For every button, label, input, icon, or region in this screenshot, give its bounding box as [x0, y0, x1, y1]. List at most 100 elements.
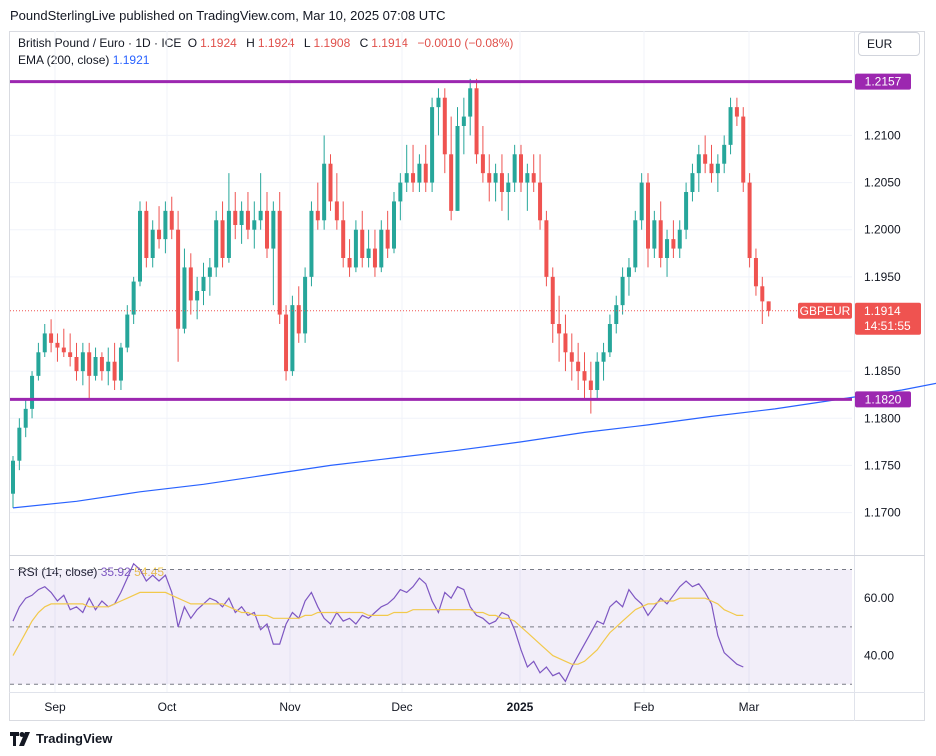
- candle-body: [182, 267, 187, 329]
- candle: [176, 210, 181, 362]
- candle: [284, 305, 289, 381]
- candle-body: [258, 210, 263, 221]
- ema-legend[interactable]: EMA (200, close) 1.1921: [18, 53, 149, 67]
- candle-body: [582, 371, 587, 381]
- candle: [36, 342, 41, 381]
- candle-body: [677, 229, 682, 249]
- candle: [328, 154, 333, 211]
- candle-body: [626, 267, 631, 277]
- rsi-ma-line: [12, 591, 744, 665]
- candle-body: [265, 210, 269, 249]
- candle: [334, 173, 339, 230]
- legend-change: −0.0010 (−0.08%): [417, 36, 514, 50]
- price-tick-label: 1.2050: [864, 176, 901, 190]
- candle-body: [138, 210, 142, 282]
- candle-body: [42, 333, 47, 353]
- candle-body: [696, 154, 701, 174]
- candle-body: [226, 210, 231, 258]
- candle: [290, 295, 295, 376]
- tradingview-logo[interactable]: TradingView: [10, 731, 112, 746]
- pane-divider[interactable]: [9, 555, 925, 556]
- candle-body: [576, 361, 581, 372]
- candle-body: [614, 305, 619, 324]
- candle-body: [80, 352, 85, 372]
- candle-body: [455, 126, 460, 211]
- time-tick-label: Sep: [44, 700, 66, 714]
- candle: [131, 276, 136, 324]
- rsi-value: 35.92: [101, 565, 131, 579]
- candle-body: [11, 460, 15, 494]
- time-tick-label: Mar: [739, 700, 760, 714]
- candle: [417, 154, 422, 192]
- legend-symbol[interactable]: British Pound / Euro · 1D · ICE: [18, 36, 182, 50]
- candle-body: [398, 182, 403, 202]
- candle: [423, 144, 428, 192]
- candle: [106, 347, 111, 386]
- candle: [30, 371, 35, 419]
- candle: [398, 173, 403, 221]
- candle-body: [499, 173, 504, 192]
- legend-high: H 1.1924: [246, 36, 295, 50]
- rsi-legend[interactable]: RSI (14, close) 35.92 54.45: [18, 565, 164, 579]
- candle-body: [303, 276, 308, 334]
- currency-button[interactable]: EUR: [858, 32, 920, 56]
- candle: [207, 258, 212, 296]
- candle: [607, 314, 612, 357]
- candle-body: [633, 220, 638, 268]
- candle: [499, 154, 504, 211]
- candle: [303, 267, 308, 343]
- candle-body: [30, 375, 35, 409]
- candle: [544, 210, 549, 287]
- candle: [760, 276, 765, 324]
- candle: [385, 210, 390, 258]
- candle-body: [347, 258, 352, 268]
- level-label: 1.1820: [865, 392, 902, 406]
- candle-body: [163, 210, 168, 240]
- candle: [220, 201, 225, 268]
- candle: [188, 253, 193, 315]
- candle-body: [392, 201, 396, 249]
- candle: [639, 173, 644, 230]
- candle-body: [430, 107, 435, 183]
- candle: [11, 456, 15, 508]
- candle: [658, 201, 663, 268]
- candle: [461, 97, 466, 155]
- level-label-bg: [855, 391, 911, 408]
- candle-body: [468, 88, 473, 117]
- candle-body: [722, 144, 727, 164]
- candle-body: [372, 248, 377, 268]
- candle-body: [385, 229, 390, 249]
- candle-body: [176, 229, 181, 329]
- candle-body: [277, 210, 282, 315]
- candle-body: [715, 163, 720, 174]
- candle-body: [284, 314, 289, 372]
- candle: [474, 78, 479, 164]
- time-axis-divider: [9, 692, 925, 693]
- candle-body: [595, 361, 600, 390]
- price-tick-label: 1.1750: [864, 458, 901, 472]
- rsi-ma-value: 54.45: [134, 565, 164, 579]
- candle: [563, 314, 568, 372]
- candle: [715, 154, 720, 192]
- candle-body: [747, 182, 752, 258]
- candle-body: [36, 352, 41, 376]
- time-tick-label: 2025: [507, 700, 534, 714]
- rsi-label: RSI (14, close): [18, 565, 97, 579]
- candle-body: [106, 361, 111, 372]
- candle-body: [23, 408, 28, 428]
- candle-body: [353, 229, 358, 268]
- candle: [620, 267, 625, 315]
- candle: [239, 201, 244, 244]
- candle: [99, 352, 104, 381]
- price-tick-label: 1.2100: [864, 128, 901, 142]
- candle-body: [404, 173, 409, 183]
- candle: [55, 333, 60, 362]
- symbol-label: GBPEUR: [800, 304, 851, 318]
- candle-body: [753, 258, 758, 287]
- candle: [550, 267, 555, 343]
- candle: [360, 210, 365, 268]
- candle: [741, 107, 746, 192]
- candle: [506, 173, 511, 221]
- candle: [112, 342, 117, 390]
